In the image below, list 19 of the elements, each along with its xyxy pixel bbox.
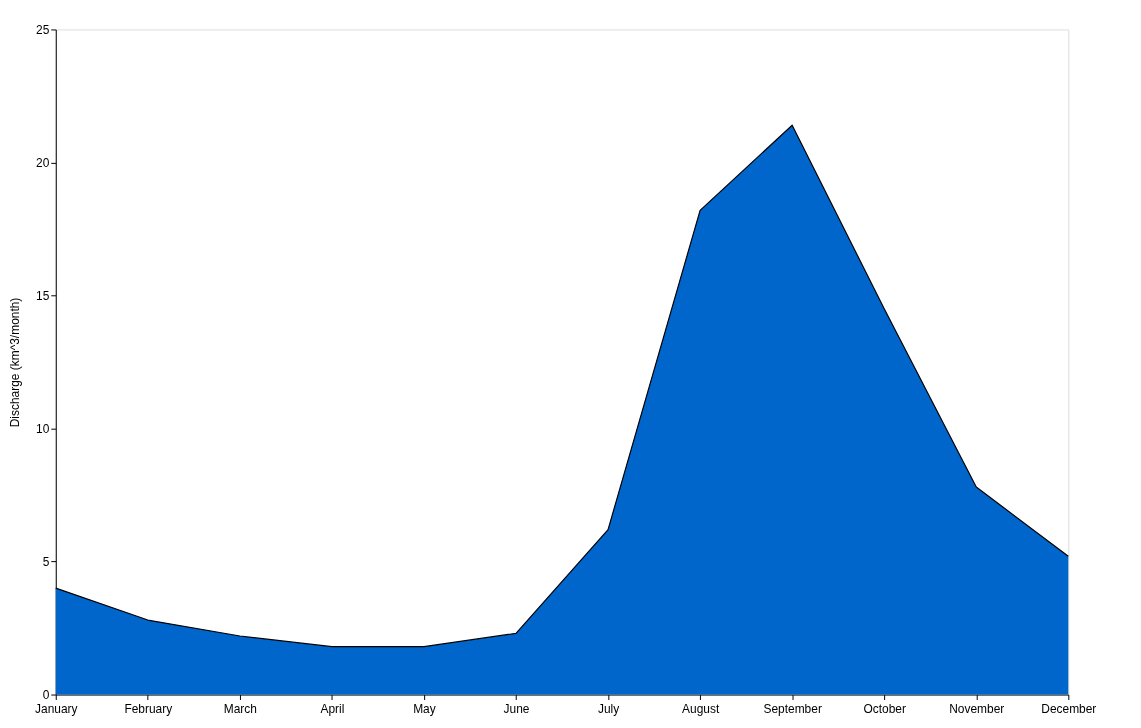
y-tick-label: 5 — [42, 555, 50, 569]
x-tick-label: February — [124, 701, 173, 716]
x-tick-label: March — [223, 701, 257, 716]
x-tick-label: October — [863, 701, 906, 716]
x-tick-label: January — [35, 701, 78, 716]
y-tick-label: 15 — [36, 288, 50, 303]
y-tick-label: 25 — [36, 22, 50, 37]
x-tick-label: August — [682, 701, 720, 716]
y-tick-label: 20 — [36, 155, 50, 170]
x-tick-label: May — [413, 701, 436, 716]
x-tick-label: December — [1041, 701, 1097, 716]
x-tick-label: July — [597, 701, 620, 716]
y-axis-title: Discharge (km^3/month) — [8, 297, 23, 428]
x-tick-label: September — [763, 701, 822, 716]
x-tick-label: April — [320, 701, 345, 716]
x-tick-label: November — [949, 701, 1005, 716]
y-tick-label: 0 — [42, 688, 50, 703]
x-tick-label: June — [503, 701, 530, 716]
y-tick-label: 10 — [36, 421, 50, 436]
